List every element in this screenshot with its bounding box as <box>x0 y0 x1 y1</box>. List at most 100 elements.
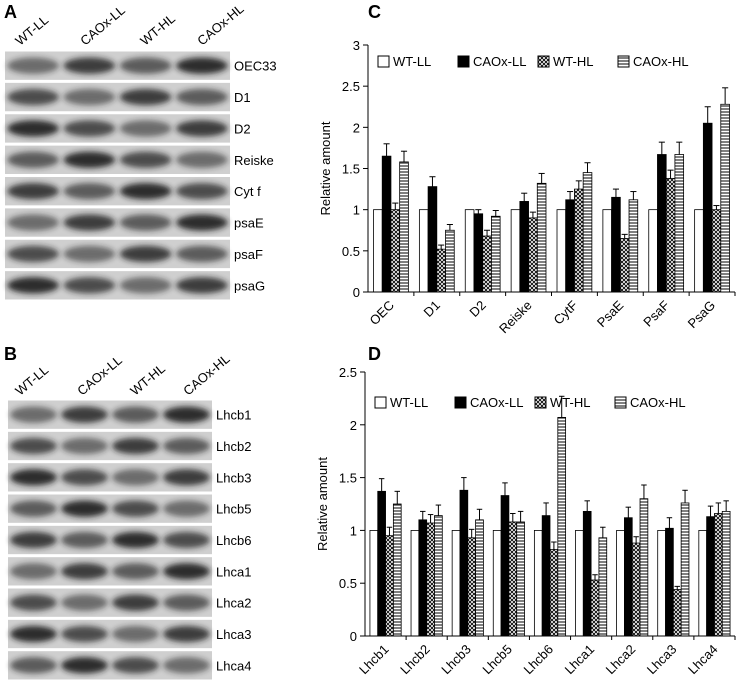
blot-band <box>63 120 116 137</box>
error-bar <box>600 526 606 538</box>
y-tick-label: 0 <box>350 629 357 644</box>
x-tick-label: Reiske <box>496 298 535 337</box>
x-tick-label: Lhca3 <box>644 642 680 678</box>
bar <box>369 530 379 637</box>
legend-label: WT-HL <box>550 395 590 410</box>
bar <box>410 530 420 637</box>
bar <box>565 199 575 293</box>
blot-band <box>176 245 228 263</box>
bar <box>541 515 551 637</box>
y-tick-label: 2.5 <box>339 365 357 380</box>
x-tick-label: Lhca2 <box>603 642 639 678</box>
x-tick-label: PsaE <box>594 297 627 330</box>
bar <box>385 535 394 637</box>
y-tick-label: 2 <box>353 120 360 135</box>
error-bar <box>704 106 711 124</box>
legend-label: WT-LL <box>390 395 428 410</box>
blot-band <box>176 88 228 106</box>
error-bar <box>502 482 508 496</box>
error-bar <box>438 244 445 250</box>
lane-label: CAOx-HL <box>180 351 232 398</box>
y-tick-label: 0.5 <box>339 576 357 591</box>
band-label: Lhca2 <box>216 596 251 611</box>
blot-band <box>63 88 116 106</box>
error-bar <box>386 526 393 536</box>
blot-band <box>63 57 116 74</box>
bar <box>619 238 630 293</box>
error-bar <box>682 489 688 503</box>
lane-label: WT-HL <box>127 361 168 398</box>
error-bar <box>713 205 720 210</box>
error-bar <box>641 484 647 499</box>
blot-band <box>176 57 228 74</box>
y-tick-label: 1.5 <box>342 162 360 177</box>
error-bar <box>392 202 399 210</box>
bar <box>657 154 667 293</box>
blot-band <box>176 151 228 168</box>
error-bar <box>676 141 683 155</box>
x-tick-label: CytF <box>551 297 581 327</box>
bar <box>556 209 567 293</box>
bar <box>631 542 641 637</box>
bar <box>639 498 649 637</box>
bar <box>721 510 731 637</box>
legend-label: CAOx-HL <box>630 395 686 410</box>
blot-band <box>7 88 59 106</box>
blot-band <box>7 120 59 137</box>
blot-band <box>163 469 210 486</box>
blot-band <box>163 563 210 580</box>
error-bar <box>658 141 665 155</box>
legend-label: CAOx-LL <box>473 54 526 69</box>
legend-swatch <box>457 55 470 68</box>
error-bar <box>475 209 482 214</box>
blot-band <box>10 563 57 580</box>
error-bar <box>667 169 674 179</box>
error-bar <box>592 574 598 581</box>
bar <box>711 209 722 293</box>
error-bar <box>420 510 426 520</box>
x-tick-label: Lhcb2 <box>397 642 433 678</box>
blot-band <box>10 469 57 486</box>
y-axis-label: Relative amount <box>315 457 330 551</box>
y-tick-label: 0.5 <box>342 244 360 259</box>
band-label: Lhca1 <box>216 564 251 579</box>
bar <box>549 549 559 637</box>
legend-label: WT-LL <box>393 54 431 69</box>
y-tick-label: 1 <box>350 523 357 538</box>
blot-band <box>112 625 159 643</box>
x-tick-label: D2 <box>466 298 488 320</box>
bar <box>459 489 469 637</box>
bar <box>451 530 461 637</box>
blot-band <box>10 406 57 423</box>
y-axis-label: Relative amount <box>318 121 333 215</box>
error-bar <box>427 514 434 524</box>
band-label: D1 <box>234 90 251 105</box>
blot-band <box>119 120 172 137</box>
bar <box>510 209 521 293</box>
blot-band <box>63 183 116 200</box>
blot-band <box>63 151 116 168</box>
bar <box>492 530 502 637</box>
band-label: Lhcb2 <box>216 439 251 454</box>
bar <box>602 209 612 293</box>
y-tick-label: 0 <box>353 285 360 300</box>
y-tick-label: 1 <box>353 203 360 218</box>
bar <box>698 530 708 637</box>
legend-label: WT-HL <box>553 54 593 69</box>
blot-band <box>176 183 228 200</box>
bar <box>467 537 476 637</box>
error-bar <box>468 528 475 538</box>
bar <box>582 510 592 637</box>
blot-band <box>163 531 210 549</box>
blot-band <box>10 657 57 674</box>
bar <box>464 209 475 293</box>
band-label: Lhca3 <box>216 627 251 642</box>
blot-band <box>10 437 57 455</box>
bar <box>426 522 435 637</box>
error-bar <box>633 536 639 544</box>
x-tick-label: Lhcb5 <box>479 642 515 678</box>
y-tick-label: 3 <box>353 38 360 53</box>
blot-band <box>163 594 210 611</box>
error-bar <box>584 162 591 173</box>
